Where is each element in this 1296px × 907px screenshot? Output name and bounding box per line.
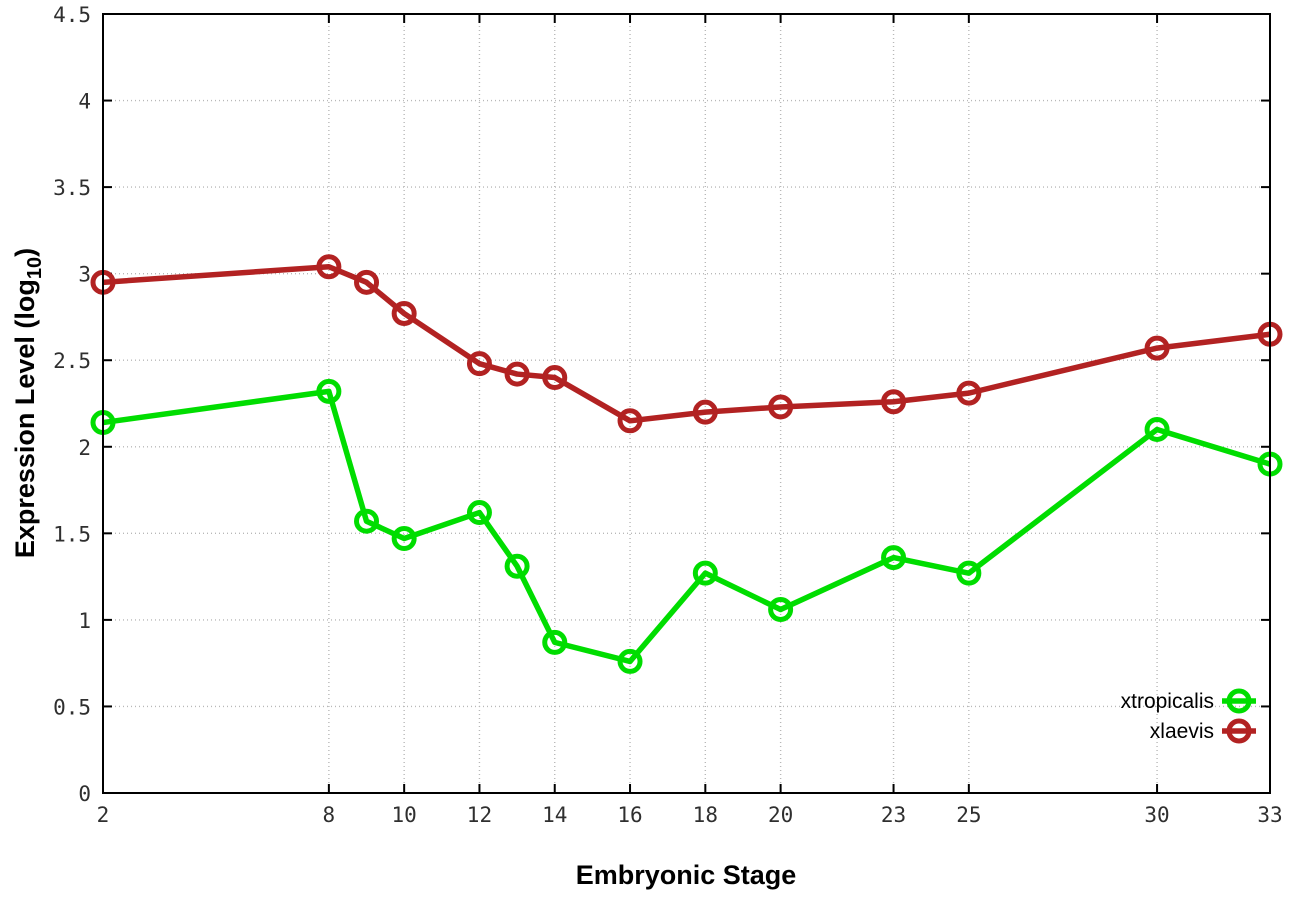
- data-point-xlaevis-stage-20: [768, 394, 794, 420]
- data-series: [90, 254, 1283, 674]
- data-point-xlaevis-stage-16: [617, 408, 643, 434]
- data-point-xlaevis-stage-23: [881, 389, 907, 415]
- axis-ticks: [102, 13, 1271, 794]
- legend-marker-xtropicalis: [1226, 688, 1252, 714]
- legend-label-xtropicalis: xtropicalis: [1121, 690, 1214, 713]
- y-tick-label: 0: [78, 782, 91, 806]
- legend: xtropicalis xlaevis: [1121, 688, 1256, 744]
- data-point-xlaevis-stage-25: [956, 380, 982, 406]
- x-tick-label: 25: [956, 803, 981, 827]
- data-point-xtropicalis-stage-18: [692, 560, 718, 586]
- data-point-xtropicalis-stage-20: [768, 597, 794, 623]
- y-tick-label: 3: [78, 263, 91, 287]
- x-tick-label: 30: [1144, 803, 1169, 827]
- data-point-xtropicalis-stage-12: [466, 500, 492, 526]
- x-tick-label: 10: [392, 803, 417, 827]
- x-tick-label: 33: [1257, 803, 1282, 827]
- x-tick-label: 16: [617, 803, 642, 827]
- gridlines: [103, 14, 1270, 793]
- data-point-xlaevis-stage-14: [542, 365, 568, 391]
- x-tick-label: 23: [881, 803, 906, 827]
- data-point-xtropicalis-stage-23: [881, 545, 907, 571]
- y-tick-label: 1: [78, 609, 91, 633]
- y-tick-label: 2.5: [53, 349, 91, 373]
- y-tick-label: 3.5: [53, 176, 91, 200]
- x-tick-label: 12: [467, 803, 492, 827]
- data-point-xlaevis-stage-9: [354, 269, 380, 295]
- data-point-xtropicalis-stage-9: [354, 508, 380, 534]
- data-point-xlaevis-stage-30: [1144, 335, 1170, 361]
- data-point-xlaevis-stage-18: [692, 399, 718, 425]
- data-point-xlaevis-stage-8: [316, 254, 342, 280]
- series-line-xtropicalis: [102, 388, 1271, 665]
- y-axis-title: Expression Level (log10): [10, 248, 46, 558]
- data-point-xtropicalis-stage-10: [391, 526, 417, 552]
- x-tick-label: 20: [768, 803, 793, 827]
- y-tick-label: 2: [78, 436, 91, 460]
- x-tick-label: 8: [323, 803, 336, 827]
- data-point-xtropicalis-stage-25: [956, 560, 982, 586]
- y-tick-label: 0.5: [53, 695, 91, 719]
- data-point-xtropicalis-stage-14: [542, 629, 568, 655]
- y-tick-label: 4.5: [53, 3, 91, 27]
- y-tick-label: 4: [78, 90, 91, 114]
- plot-border: [102, 13, 1271, 794]
- x-tick-label: 18: [693, 803, 718, 827]
- data-point-xlaevis-stage-12: [466, 351, 492, 377]
- y-tick-label: 1.5: [53, 522, 91, 546]
- data-point-xtropicalis-stage-30: [1144, 416, 1170, 442]
- x-axis-title: Embryonic Stage: [576, 860, 797, 890]
- x-tick-label: 2: [97, 803, 110, 827]
- data-point-xtropicalis-stage-13: [504, 553, 530, 579]
- data-point-xtropicalis-stage-8: [316, 378, 342, 404]
- data-point-xtropicalis-stage-16: [617, 648, 643, 674]
- legend-marker-xlaevis: [1226, 718, 1252, 744]
- tick-labels: 2 8 10 12 14 16 18 20 23 25 30 33 0 0.5 1 1.5 2 2.5 3 3.5 4 4…: [53, 3, 1283, 827]
- data-point-xlaevis-stage-13: [504, 361, 530, 387]
- x-tick-label: 14: [542, 803, 567, 827]
- legend-label-xlaevis: xlaevis: [1150, 720, 1214, 743]
- data-point-xlaevis-stage-10: [391, 300, 417, 326]
